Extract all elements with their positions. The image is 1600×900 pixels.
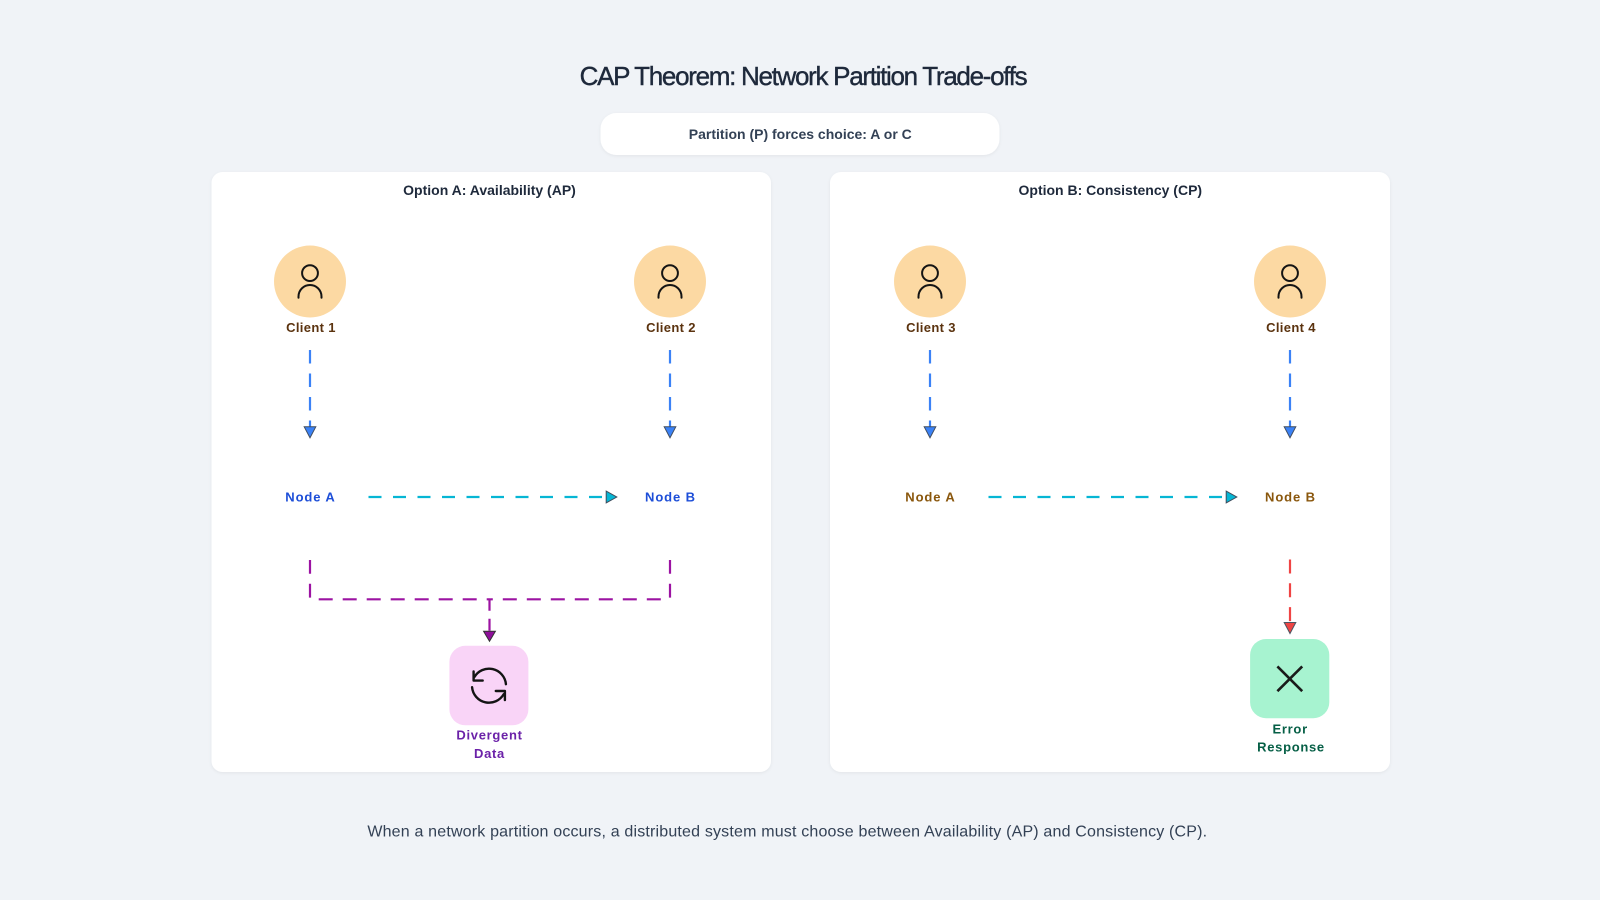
svg-text:Response: Response bbox=[1257, 740, 1325, 755]
svg-text:Node B: Node B bbox=[645, 490, 696, 505]
svg-text:When a network partition occur: When a network partition occurs, a distr… bbox=[367, 823, 1207, 840]
svg-text:Client 4: Client 4 bbox=[1266, 320, 1316, 335]
svg-text:Error: Error bbox=[1273, 722, 1308, 737]
svg-text:CAP Theorem: Network Partition: CAP Theorem: Network Partition Trade-off… bbox=[580, 61, 1028, 91]
svg-text:Client 3: Client 3 bbox=[906, 320, 956, 335]
svg-text:Divergent: Divergent bbox=[456, 727, 522, 742]
svg-text:Data: Data bbox=[474, 746, 505, 761]
svg-text:Client 1: Client 1 bbox=[286, 320, 336, 335]
svg-text:Node A: Node A bbox=[285, 490, 335, 505]
svg-text:Option B: Consistency (CP): Option B: Consistency (CP) bbox=[1019, 182, 1203, 198]
svg-text:Option A: Availability (AP): Option A: Availability (AP) bbox=[403, 182, 576, 198]
svg-text:Node B: Node B bbox=[1265, 490, 1316, 505]
svg-text:Partition (P) forces choice: A: Partition (P) forces choice: A or C bbox=[689, 126, 912, 142]
svg-text:Client 2: Client 2 bbox=[646, 320, 696, 335]
svg-text:Node A: Node A bbox=[905, 490, 955, 505]
